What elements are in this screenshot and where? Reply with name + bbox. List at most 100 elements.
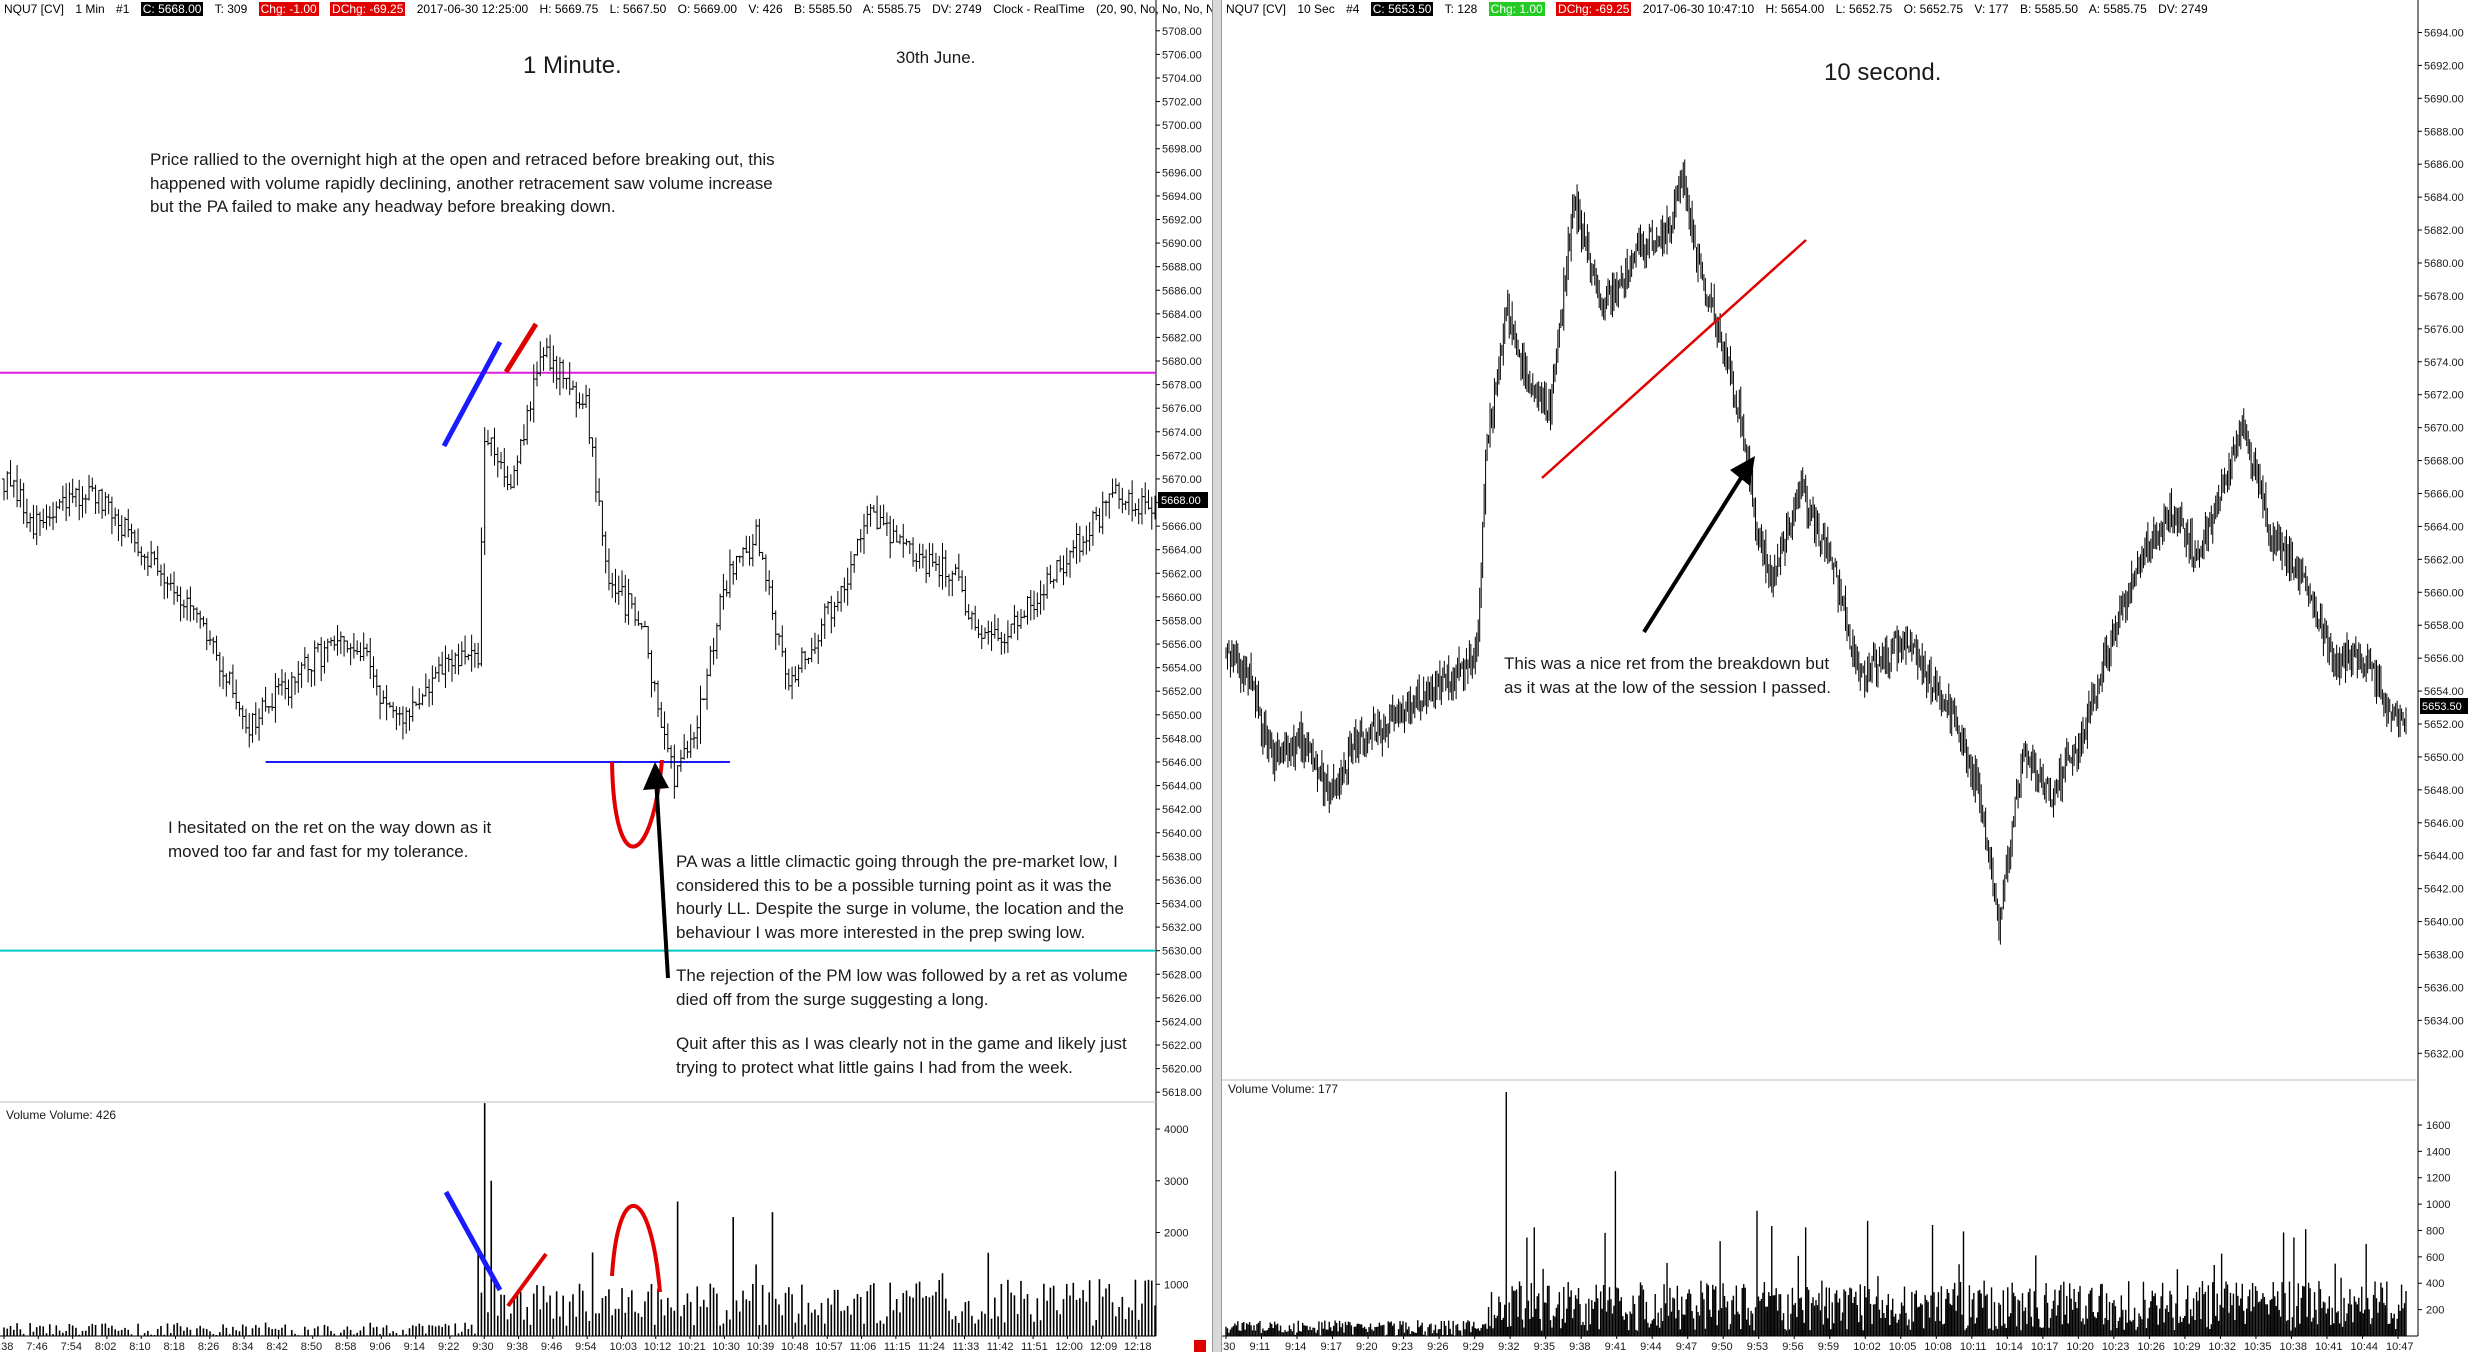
interval: 10 Sec	[1297, 2, 1335, 16]
panel-divider[interactable]	[1212, 0, 1222, 1352]
time-tick-label: 10:05	[1889, 1341, 1917, 1352]
time-tick-label: 9:23	[1392, 1341, 1413, 1352]
price-tick-label: 5678.00	[2424, 291, 2464, 303]
price-tick-label: 5702.00	[1162, 97, 1202, 109]
time-tick-label: 8:02	[95, 1341, 116, 1352]
price-tick-label: 5680.00	[1162, 356, 1202, 368]
time-tick-label: 9:59	[1818, 1341, 1839, 1352]
black-arrow-head	[643, 762, 669, 790]
price-tick-label: 5644.00	[1162, 781, 1202, 793]
price-tick-label: 5672.00	[2424, 390, 2464, 402]
change-badge: Chg: -1.00	[258, 2, 319, 16]
time-tick-label: 10:08	[1924, 1341, 1952, 1352]
price-tick-label: 5706.00	[1162, 49, 1202, 61]
time-tick-label: 10:38	[2279, 1341, 2307, 1352]
volume-tick-label: 4000	[1164, 1124, 1188, 1136]
time-tick-label: 9:32	[1498, 1341, 1519, 1352]
time-tick-label: 9:46	[541, 1341, 562, 1352]
bar-datetime: 2017-06-30 10:47:10	[1642, 2, 1755, 16]
time-tick-label: 9:14	[404, 1341, 425, 1352]
price-tick-label: 5654.00	[1162, 663, 1202, 675]
price-tick-label: 5698.00	[1162, 144, 1202, 156]
price-tick-label: 5618.00	[1162, 1087, 1202, 1099]
price-tick-label: 5626.00	[1162, 993, 1202, 1005]
change-badge: Chg: 1.00	[1488, 2, 1545, 16]
time-tick-label: 9:30	[472, 1341, 493, 1352]
volume-tick-label: 600	[2426, 1252, 2444, 1264]
time-tick-label: 9:20	[1356, 1341, 1377, 1352]
close-badge: C: 5668.00	[140, 2, 204, 16]
price-tick-label: 5640.00	[1162, 828, 1202, 840]
time-tick-label: 9:29	[1463, 1341, 1484, 1352]
price-tick-label: 5666.00	[1162, 521, 1202, 533]
price-chart-1min[interactable]: 5708.00 5706.00 5704.00 5702.00 5700.00 5698.…	[0, 0, 1212, 1352]
price-tick-label: 5668.00	[2424, 456, 2464, 468]
chart-title: 10 second.	[1824, 59, 1942, 86]
chart-header-10sec: NQU7 [CV] 10 Sec #4 C: 5653.50 T: 128 Ch…	[1222, 0, 2216, 18]
time-tick-label: 8:10	[129, 1341, 150, 1352]
price-tick-label: 5690.00	[1162, 238, 1202, 250]
ticks: T: 128	[1444, 2, 1478, 16]
note-rejection: The rejection of the PM low was followed…	[676, 966, 1128, 1009]
price-chart-10sec[interactable]: 5694.00 5692.00 5690.00 5688.00 5686.00 5684.…	[1222, 0, 2472, 1352]
time-tick-label: 9:26	[1427, 1341, 1448, 1352]
volume-label: Volume Volume: 426	[6, 1108, 117, 1122]
date-note: 30th June.	[896, 48, 976, 67]
volume-tick-label: 800	[2426, 1225, 2444, 1237]
price-tick-label: 5656.00	[2424, 653, 2464, 665]
price-tick-label: 5654.00	[2424, 686, 2464, 698]
price-tick-label: 5690.00	[2424, 93, 2464, 105]
price-tick-label: 5648.00	[1162, 733, 1202, 745]
time-tick-label: 8:26	[198, 1341, 219, 1352]
price-tick-label: 5670.00	[1162, 474, 1202, 486]
high-value: H: 5654.00	[1765, 2, 1825, 16]
time-tick-label: 9:14	[1285, 1341, 1306, 1352]
price-tick-label: 5650.00	[2424, 752, 2464, 764]
red-trendline-annotation	[1541, 239, 1807, 479]
symbol: NQU7 [CV]	[4, 2, 65, 16]
time-tick-label: 10:29	[2173, 1341, 2201, 1352]
chart-panel-1min[interactable]: NQU7 [CV] 1 Min #1 C: 5668.00 T: 309 Chg…	[0, 0, 1225, 1352]
red-volume-arch-annotation	[610, 1204, 662, 1293]
price-tick-label: 5708.00	[1162, 26, 1202, 38]
chart-panel-10sec[interactable]: NQU7 [CV] 10 Sec #4 C: 5653.50 T: 128 Ch…	[1222, 0, 2472, 1352]
price-tick-label: 5640.00	[2424, 917, 2464, 929]
status-indicator	[1194, 1340, 1206, 1352]
price-tick-label: 5686.00	[1162, 285, 1202, 297]
chart-index: #4	[1346, 2, 1360, 16]
time-tick-label: 7:54	[61, 1341, 82, 1352]
low-value: L: 5667.50	[609, 2, 667, 16]
time-tick-label: 10:48	[781, 1341, 809, 1352]
time-tick-label: 10:17	[2031, 1341, 2059, 1352]
price-tick-label: 5670.00	[2424, 423, 2464, 435]
chart-title: 1 Minute.	[523, 52, 622, 79]
price-tick-label: 5634.00	[1162, 899, 1202, 911]
chart-header-1min: NQU7 [CV] 1 Min #1 C: 5668.00 T: 309 Chg…	[0, 0, 1233, 18]
ticks: T: 309	[214, 2, 248, 16]
time-tick-label: 10:39	[747, 1341, 775, 1352]
black-arrow-shaft	[1642, 468, 1748, 634]
daily-volume: DV: 2749	[932, 2, 982, 16]
price-tick-label: 5662.00	[1162, 568, 1202, 580]
symbol: NQU7 [CV]	[1226, 2, 1287, 16]
price-tick-label: 5646.00	[1162, 757, 1202, 769]
note-climactic: PA was a little climactic going through …	[676, 852, 1124, 942]
price-tick-label: 5624.00	[1162, 1016, 1202, 1028]
time-tick-label: 8:42	[266, 1341, 287, 1352]
price-tick-label: 5648.00	[2424, 785, 2464, 797]
red-volume-annotation	[506, 1252, 548, 1308]
price-tick-label: 5676.00	[1162, 403, 1202, 415]
study-params: (20, 90, No, No, No, No)	[1095, 2, 1226, 16]
note-quit: Quit after this as I was clearly not in …	[676, 1034, 1127, 1077]
time-tick-label: 10:20	[2066, 1341, 2094, 1352]
time-tick-label: 11:06	[850, 1341, 877, 1352]
price-tick-label: 5650.00	[1162, 710, 1202, 722]
volume-tick-label: 1200	[2426, 1173, 2450, 1185]
price-tick-label: 5700.00	[1162, 120, 1202, 132]
time-tick-label: 12:09	[1090, 1341, 1118, 1352]
volume-label: Volume Volume: 177	[1228, 1082, 1339, 1096]
low-value: L: 5652.75	[1835, 2, 1893, 16]
daily-change-badge: DChg: -69.25	[330, 2, 406, 16]
time-tick-label: 9:53	[1747, 1341, 1768, 1352]
time-tick-label: 10:14	[1995, 1341, 2023, 1352]
